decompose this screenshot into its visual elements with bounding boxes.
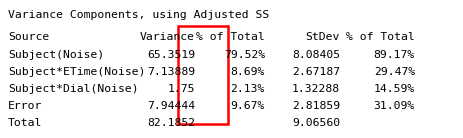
Text: 79.52%: 79.52%	[224, 50, 265, 60]
Text: 1.32288: 1.32288	[292, 84, 340, 94]
Text: % of Total: % of Total	[346, 32, 415, 42]
Text: 7.13889: 7.13889	[147, 67, 195, 77]
Text: Variance: Variance	[140, 32, 195, 42]
Text: 8.69%: 8.69%	[231, 67, 265, 77]
Text: 65.3519: 65.3519	[147, 50, 195, 60]
Text: 8.08405: 8.08405	[292, 50, 340, 60]
Text: Subject*ETime(Noise): Subject*ETime(Noise)	[8, 67, 145, 77]
Text: Source: Source	[8, 32, 49, 42]
Text: 2.81859: 2.81859	[292, 101, 340, 111]
Text: 9.67%: 9.67%	[231, 101, 265, 111]
Text: 31.09%: 31.09%	[374, 101, 415, 111]
Text: StDev: StDev	[306, 32, 340, 42]
Text: 2.67187: 2.67187	[292, 67, 340, 77]
Text: % of Total: % of Total	[196, 32, 265, 42]
Text: Variance Components, using Adjusted SS: Variance Components, using Adjusted SS	[8, 10, 269, 20]
Text: Subject(Noise): Subject(Noise)	[8, 50, 104, 60]
Text: Error: Error	[8, 101, 43, 111]
Text: Subject*Dial(Noise): Subject*Dial(Noise)	[8, 84, 138, 94]
Text: 14.59%: 14.59%	[374, 84, 415, 94]
Text: 82.1852: 82.1852	[147, 118, 195, 128]
Text: 29.47%: 29.47%	[374, 67, 415, 77]
Text: Total: Total	[8, 118, 43, 128]
Bar	[178, 26, 228, 124]
Text: 9.06560: 9.06560	[292, 118, 340, 128]
Text: 89.17%: 89.17%	[374, 50, 415, 60]
Text: 1.75: 1.75	[168, 84, 195, 94]
Text: 7.94444: 7.94444	[147, 101, 195, 111]
Text: 2.13%: 2.13%	[231, 84, 265, 94]
